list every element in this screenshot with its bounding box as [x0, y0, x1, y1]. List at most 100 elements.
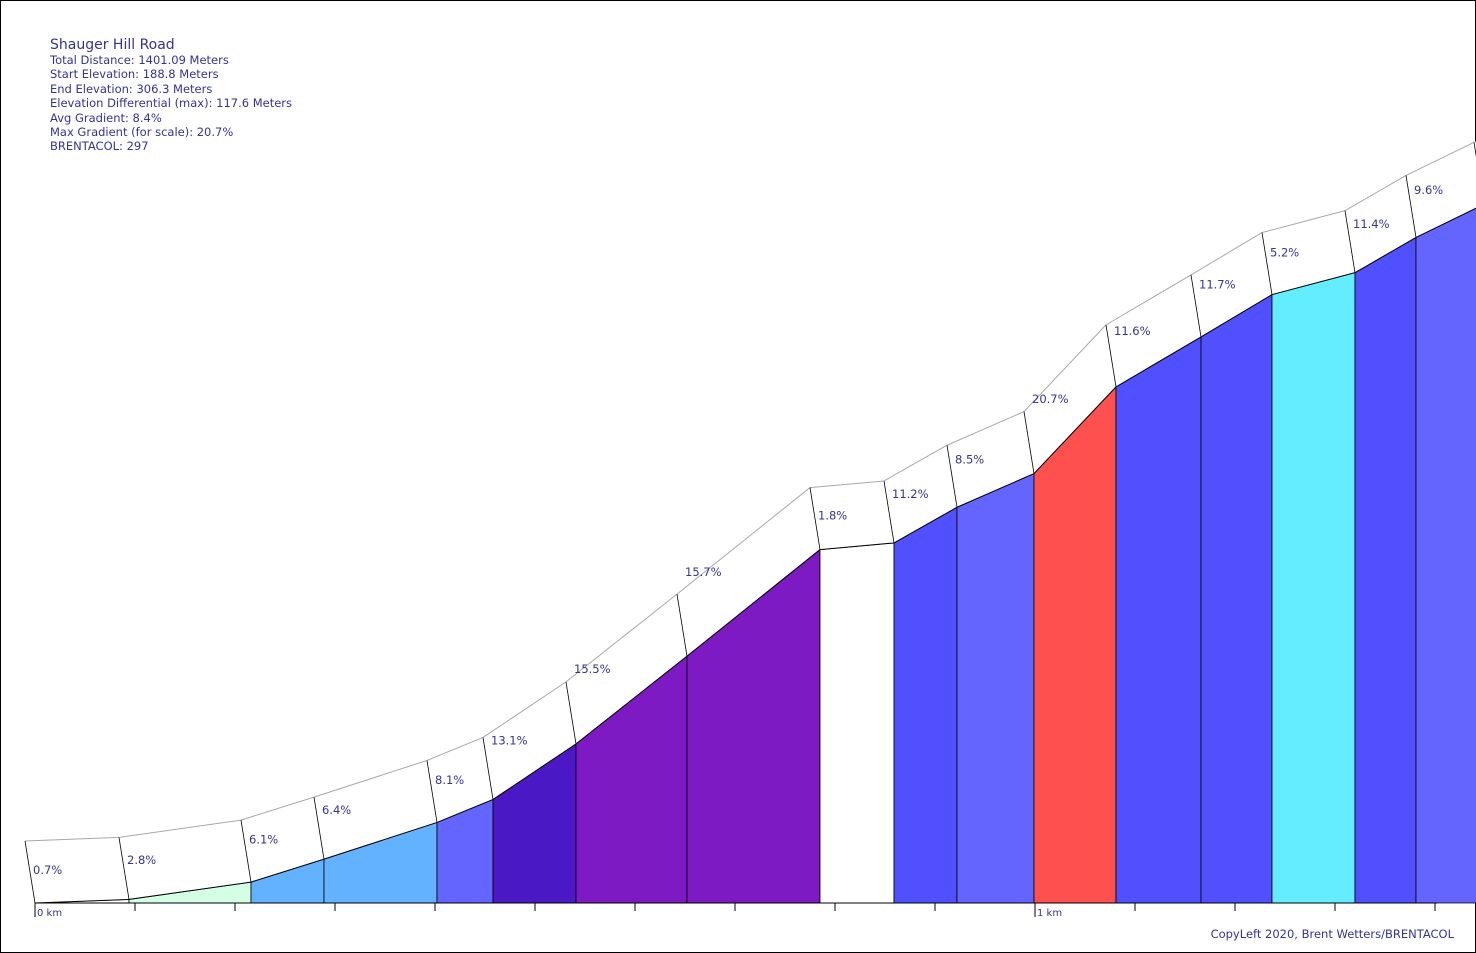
segment-top-strip-16: [1345, 175, 1416, 273]
gradient-label-11: 8.5%: [955, 452, 984, 466]
profile-line-12: [1033, 386, 1117, 474]
profile-line-1: [34, 898, 130, 904]
gradient-label-6: 13.1%: [491, 734, 528, 748]
route-title: Shauger Hill Road: [50, 37, 175, 53]
profile-line-14: [1200, 294, 1273, 338]
segment-top-strip-12: [1024, 324, 1116, 474]
strip-connector-left-7: [565, 681, 577, 744]
outer-edge-line-9: [809, 480, 885, 489]
gradient-label-17: 9.6%: [1414, 183, 1443, 197]
strip-connector-left-16: [1344, 210, 1356, 273]
x-tick-label-0km: 0 km: [37, 908, 62, 919]
avg-gradient: Avg Gradient: 8.4%: [50, 110, 162, 125]
profile-line-8: [686, 549, 821, 657]
segment-top-strip-2: [119, 820, 251, 900]
elevation-differential: Elevation Differential (max): 117.6 Mete…: [50, 96, 292, 111]
profile-line-2: [128, 881, 252, 900]
segment-top-strip-14: [1191, 232, 1272, 337]
strip-connector-left-13: [1105, 324, 1117, 387]
segment-top-strip-1: [25, 837, 129, 903]
profile-line-10: [893, 506, 958, 544]
outer-edge-line-17: [1405, 141, 1475, 176]
profile-line-6: [492, 743, 577, 800]
copyright-notice: CopyLeft 2020, Brent Wetters/BRENTACOL: [1210, 927, 1454, 941]
outer-edge-line-5: [426, 737, 484, 761]
segment-top-strip-11: [947, 411, 1034, 508]
segment-top-strip-13: [1106, 274, 1201, 387]
outer-edge-line-15: [1261, 210, 1346, 234]
start-elevation: Start Elevation: 188.8 Meters: [50, 67, 219, 82]
segment-top-strip-4: [314, 760, 437, 860]
outer-edge-line-16: [1344, 175, 1407, 212]
strip-connector-left-14: [1190, 274, 1202, 337]
outer-edge-line-14: [1190, 232, 1263, 276]
strip-connector-left-11: [946, 445, 958, 508]
route-info-panel: Shauger Hill Road Total Distance: 1401.0…: [50, 37, 292, 154]
outer-edge-line-8: [676, 487, 811, 595]
gradient-segment-14: [1200, 293, 1273, 904]
gradient-label-12: 20.7%: [1032, 392, 1069, 406]
outer-edge-line-7: [565, 593, 678, 683]
gradient-label-5: 8.1%: [435, 773, 464, 787]
gradient-label-4: 6.4%: [322, 803, 351, 817]
strip-connector-left-12: [1023, 411, 1035, 474]
total-distance: Total Distance: 1401.09 Meters: [50, 53, 229, 67]
outer-edge-line-11: [946, 411, 1025, 446]
outer-edge-line-4: [313, 759, 428, 798]
outer-edge-line-6: [482, 681, 567, 738]
profile-line-11: [956, 473, 1035, 508]
outer-edge-line-1: [24, 836, 120, 842]
gradient-segment-16: [1354, 236, 1417, 904]
strip-connector-left-3: [240, 820, 252, 883]
strip-connector-left-10: [883, 480, 895, 544]
gradient-label-16: 11.4%: [1353, 217, 1390, 231]
gradient-label-3: 6.1%: [249, 833, 278, 847]
strip-connector-left-17: [1405, 175, 1417, 238]
profile-line-15: [1271, 272, 1356, 296]
gradient-label-1: 0.7%: [33, 863, 62, 877]
brentacol-score: BRENTACOL: 297: [50, 139, 149, 154]
gradient-segment-15: [1271, 272, 1356, 904]
outer-edge-line-3: [240, 796, 315, 821]
profile-line-16: [1354, 237, 1417, 274]
gradient-label-10: 11.2%: [892, 487, 929, 501]
outer-edge-line-12: [1023, 324, 1107, 412]
profile-line-5: [436, 799, 494, 823]
gradient-segment-10: [893, 506, 958, 904]
segment-top-strip-15: [1262, 210, 1355, 295]
segment-top-strip-8: [677, 487, 820, 657]
gradient-label-13: 11.6%: [1114, 324, 1151, 338]
gradient-label-14: 11.7%: [1199, 278, 1236, 292]
end-elevation: End Elevation: 306.3 Meters: [50, 81, 213, 96]
outer-edge-line-13: [1105, 274, 1192, 326]
segment-top-strip-17: [1406, 142, 1476, 238]
gradient-label-15: 5.2%: [1270, 246, 1299, 260]
x-tick-label-1km: 1 km: [1037, 908, 1062, 919]
max-gradient: Max Gradient (for scale): 20.7%: [50, 125, 234, 140]
segment-top-strip-3: [241, 797, 324, 883]
strip-connector-left-9: [809, 487, 821, 550]
segment-top-strip-6: [483, 681, 576, 800]
segment-top-strip-9: [810, 480, 894, 550]
gradient-segment-13: [1115, 336, 1202, 904]
gradient-segment-17: [1415, 207, 1476, 904]
strip-connector-left-2: [118, 837, 130, 900]
profile-line-17: [1415, 207, 1476, 238]
strip-connector-left-5: [426, 760, 438, 823]
profile-line-4: [323, 821, 438, 860]
strip-connector-left-15: [1261, 232, 1273, 295]
strip-connector-left-4: [313, 797, 325, 860]
profile-line-3: [250, 858, 325, 883]
gradient-segment-11: [956, 472, 1035, 904]
profile-line-13: [1115, 336, 1202, 388]
segment-top-strip-7: [566, 594, 687, 744]
outer-edge-line-2: [118, 819, 242, 838]
gradient-label-7: 15.5%: [574, 662, 611, 676]
profile-line-9: [819, 542, 895, 551]
strip-connector-left-1: [24, 840, 36, 904]
strip-connector-left-6: [482, 737, 494, 800]
strip-connector-left-8: [676, 594, 688, 657]
gradient-label-2: 2.8%: [127, 853, 156, 867]
gradient-segment-12: [1033, 385, 1117, 904]
